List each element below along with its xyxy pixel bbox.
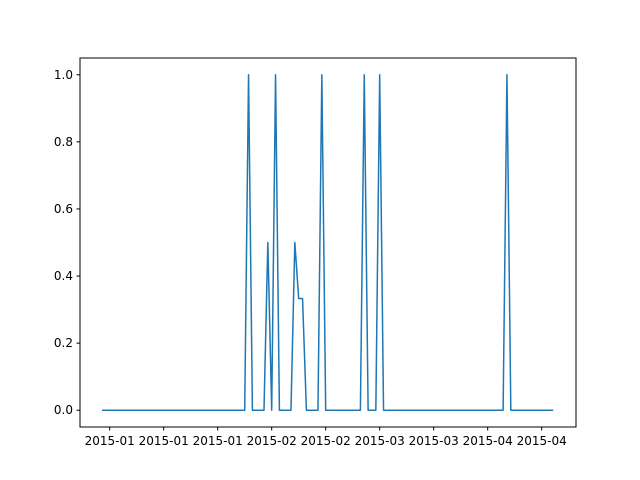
y-tick-label: 0.0 bbox=[54, 403, 73, 417]
x-tick-label: 2015-01 bbox=[85, 434, 135, 448]
y-tick-label: 0.6 bbox=[54, 202, 73, 216]
y-tick-label: 0.4 bbox=[54, 269, 73, 283]
line-series bbox=[101, 74, 554, 411]
x-tick-label: 2015-04 bbox=[463, 434, 513, 448]
y-tick-label: 1.0 bbox=[54, 68, 73, 82]
x-tick-label: 2015-02 bbox=[301, 434, 351, 448]
x-tick-label: 2015-01 bbox=[139, 434, 189, 448]
x-tick-label: 2015-02 bbox=[247, 434, 297, 448]
x-tick-label: 2015-03 bbox=[355, 434, 405, 448]
y-tick-label: 0.2 bbox=[54, 336, 73, 350]
x-tick-label: 2015-01 bbox=[193, 434, 243, 448]
x-tick-label: 2015-04 bbox=[517, 434, 567, 448]
axes-frame bbox=[79, 57, 577, 428]
y-tick-label: 0.8 bbox=[54, 135, 73, 149]
x-tick-label: 2015-03 bbox=[409, 434, 459, 448]
